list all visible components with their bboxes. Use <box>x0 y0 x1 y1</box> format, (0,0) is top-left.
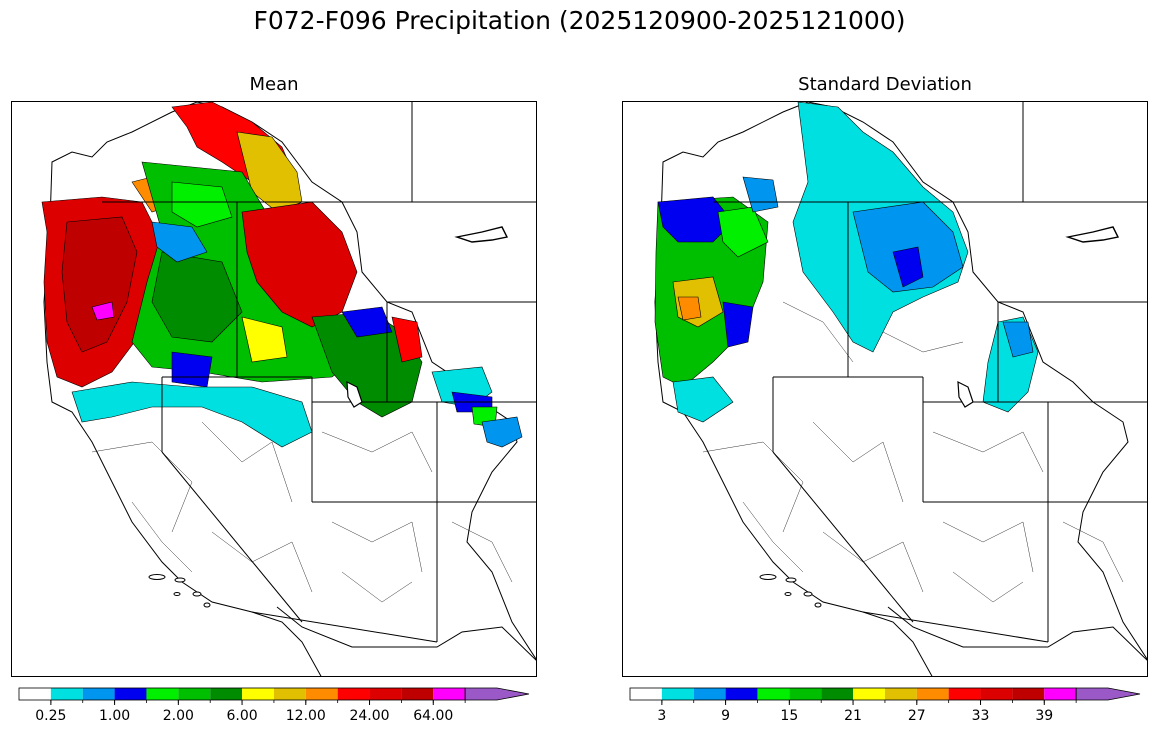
std-lightblue-north <box>742 176 779 213</box>
mean-yellow-east <box>241 316 288 363</box>
channel-islands <box>148 574 211 608</box>
mexico-border <box>887 606 1147 661</box>
mean-map <box>11 101 537 677</box>
channel-islands <box>759 574 822 608</box>
std-colorbar-segment <box>948 688 981 700</box>
std-colorbar-segment <box>725 688 758 700</box>
std-colorbar-tick-label: 27 <box>908 708 926 724</box>
std-colorbar-tick-label: 39 <box>1035 708 1053 724</box>
std-colorbar-segment <box>693 688 726 700</box>
std-colorbar-tick-label: 15 <box>780 708 798 724</box>
mean-colorbar-tick-label: 0.25 <box>35 708 66 724</box>
std-colorbar-tick-label: 21 <box>844 708 862 724</box>
mean-blue-east <box>341 306 393 338</box>
std-colorbar-tick-label: 9 <box>721 708 730 724</box>
mean-colorbar-segment <box>305 688 338 700</box>
mean-colorbar-svg: 0.25 1.00 2.00 6.00 12.00 24.00 64.00 <box>18 687 530 724</box>
std-map-svg <box>654 102 1147 676</box>
mean-colorbar-tick-label: 12.00 <box>286 708 326 724</box>
std-colorbar-segment <box>630 688 662 700</box>
mean-lightgreen <box>171 181 233 228</box>
mean-colorbar-tick-label: 24.00 <box>349 708 389 724</box>
mean-colorbar-extend-arrow <box>464 687 530 701</box>
mean-colorbar-tick-label: 6.00 <box>226 708 257 724</box>
state-borders <box>713 102 1147 643</box>
mean-map-svg <box>41 102 536 676</box>
mean-blue-1 <box>151 221 208 263</box>
mexico-border <box>276 606 536 661</box>
mean-panel-title: Mean <box>249 74 299 95</box>
std-lightgreen <box>717 206 769 258</box>
std-blue-mid <box>722 301 754 348</box>
great-salt-lake <box>957 380 974 408</box>
mean-colorbar-segment <box>19 688 51 700</box>
std-lightblue-east-2 <box>1002 321 1034 358</box>
std-colorbar: 3 9 15 21 27 33 39 <box>629 687 1142 724</box>
mean-magenta-spot <box>91 301 115 321</box>
northern-lake <box>454 226 509 243</box>
std-cyan-south <box>672 376 734 423</box>
std-colorbar-segment <box>916 688 949 700</box>
mean-colorbar-segment <box>210 688 243 700</box>
std-colorbar-segment <box>661 688 694 700</box>
std-colorbar-segment <box>980 688 1013 700</box>
mean-cyan-south <box>71 381 313 448</box>
mean-colorbar-segment <box>146 688 179 700</box>
mean-colorbar-tick-label: 2.00 <box>163 708 194 724</box>
mean-darkgreen <box>151 251 243 343</box>
std-colorbar-tick-label: 3 <box>657 708 666 724</box>
mean-colorbar-segment <box>401 688 434 700</box>
mean-darkred-inner <box>61 216 138 353</box>
std-blue-east <box>892 246 924 288</box>
mean-colorbar: 0.25 1.00 2.00 6.00 12.00 24.00 64.00 <box>18 687 531 724</box>
mean-colorbar-segment <box>369 688 402 700</box>
std-lightblue-east <box>852 201 964 293</box>
mean-lightblue-far-east <box>481 416 523 448</box>
northern-lake <box>1065 226 1120 243</box>
great-salt-lake <box>346 380 363 408</box>
mean-colorbar-tick-label: 1.00 <box>99 708 130 724</box>
std-colorbar-segment <box>1044 688 1077 700</box>
basin-lines <box>91 421 513 603</box>
mean-colorbar-segment <box>82 688 115 700</box>
mean-red-far-east <box>391 316 423 363</box>
std-colorbar-segment <box>1012 688 1045 700</box>
mean-colorbar-segment <box>178 688 211 700</box>
std-colorbar-segment <box>757 688 790 700</box>
std-map <box>622 101 1148 677</box>
std-colorbar-segment <box>884 688 917 700</box>
std-colorbar-extend-arrow <box>1075 687 1141 701</box>
mean-colorbar-segment <box>50 688 83 700</box>
mean-colorbar-segment <box>433 688 466 700</box>
mean-colorbar-segment <box>114 688 147 700</box>
mean-blue-2 <box>171 351 213 388</box>
std-colorbar-segment <box>789 688 822 700</box>
state-borders <box>102 102 536 643</box>
std-colorbar-segment <box>853 688 885 700</box>
std-panel-title: Standard Deviation <box>798 74 972 95</box>
std-blue-northwest <box>657 196 734 243</box>
mean-colorbar-segment <box>273 688 306 700</box>
std-colorbar-svg: 3 9 15 21 27 33 39 <box>629 687 1141 724</box>
std-orange-coastal <box>677 296 702 321</box>
mean-colorbar-segment <box>242 688 274 700</box>
std-colorbar-tick-label: 33 <box>972 708 990 724</box>
basin-lines <box>702 301 1124 603</box>
mean-colorbar-segment <box>337 688 370 700</box>
figure-title: F072-F096 Precipitation (2025120900-2025… <box>253 6 906 35</box>
mean-colorbar-tick-label: 64.00 <box>413 708 453 724</box>
std-colorbar-segment <box>821 688 854 700</box>
